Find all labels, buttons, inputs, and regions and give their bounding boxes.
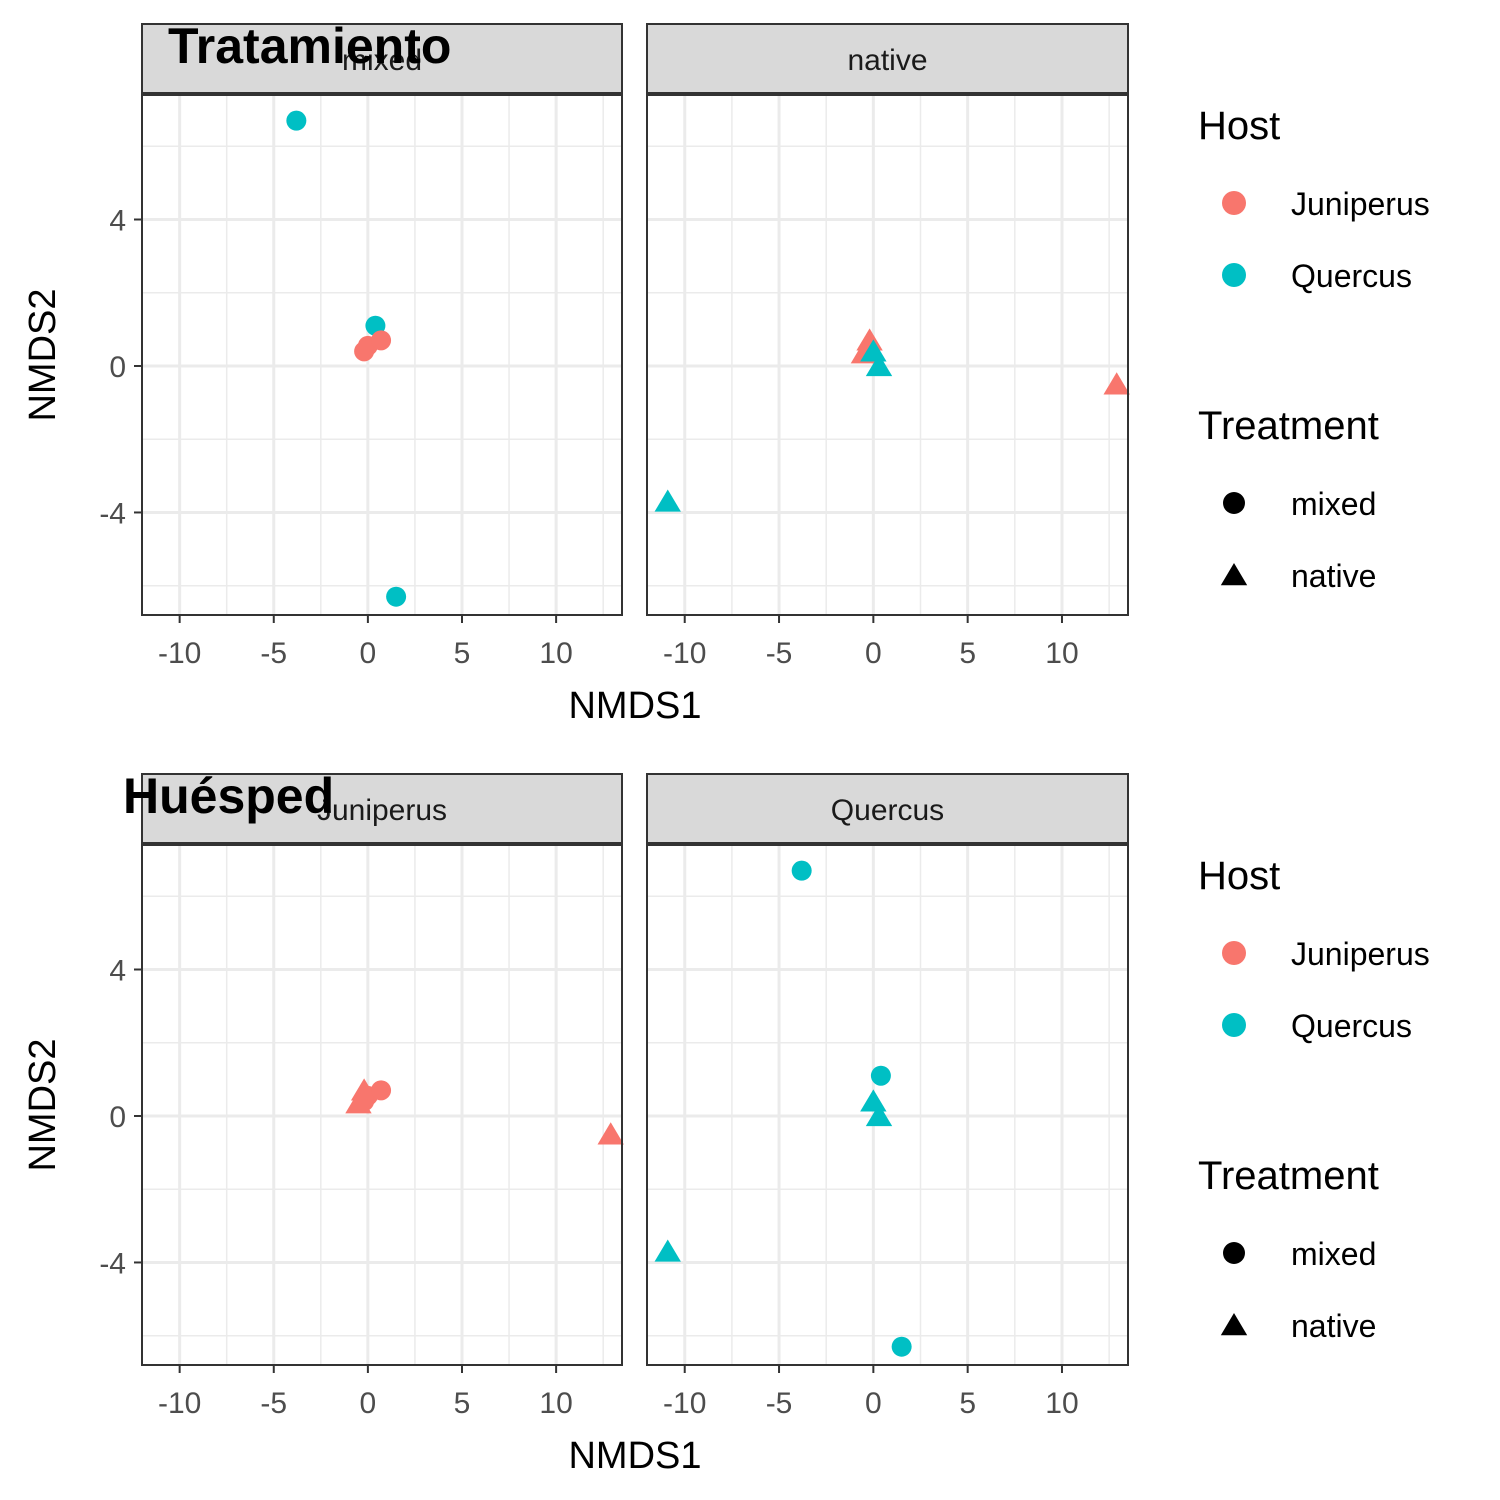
panel-border <box>141 94 623 616</box>
legend-title: Host <box>1198 104 1280 148</box>
panel-background <box>142 845 622 1365</box>
facet-strip-label: Quercus <box>831 794 944 827</box>
legend-key-circle <box>1222 191 1246 215</box>
legend-label: Quercus <box>1291 258 1412 294</box>
data-point-triangle <box>1103 372 1130 395</box>
facet-strip-label: native <box>847 44 927 77</box>
legend-label: Juniperus <box>1291 936 1430 972</box>
facet-panel: native -10 -5 0 5 10 <box>646 23 1130 670</box>
facet-panel: mixed -10 -5 0 5 10 -4 0 4 <box>99 23 623 670</box>
plot-1: Juniperus -10 -5 0 5 10 -4 0 4 Quercus -10 -5 0 5 10 NM… <box>22 768 1430 1477</box>
panel-background <box>647 95 1128 615</box>
legend-label: mixed <box>1291 486 1376 522</box>
x-tick-label: 5 <box>959 1387 976 1420</box>
x-tick-label: -10 <box>158 1387 201 1420</box>
legend-key-circle <box>1223 492 1245 514</box>
legend-label: mixed <box>1291 1236 1376 1272</box>
facet-strip <box>141 23 623 94</box>
legend-label: Quercus <box>1291 1008 1412 1044</box>
facet-panel: Quercus -10 -5 0 5 10 <box>646 773 1129 1420</box>
legend-label: native <box>1291 558 1376 594</box>
x-tick-label: -5 <box>260 1387 287 1420</box>
data-point-triangle <box>654 489 681 512</box>
legend: Host Juniperus Quercus Treatment mixed native <box>1198 104 1430 594</box>
x-tick-label: 5 <box>454 637 471 670</box>
x-tick-label: 0 <box>360 1387 377 1420</box>
x-tick-label: -5 <box>260 637 287 670</box>
legend: Host Juniperus Quercus Treatment mixed native <box>1198 854 1430 1344</box>
data-point-circle <box>870 1065 891 1086</box>
legend-key-circle <box>1222 263 1246 287</box>
x-tick-label: 0 <box>865 1387 882 1420</box>
panel-background <box>142 95 622 615</box>
plot-tag: Tratamiento <box>168 18 451 74</box>
y-tick-label: 0 <box>109 351 126 384</box>
legend-title: Treatment <box>1198 404 1379 448</box>
x-tick-label: 10 <box>1045 1387 1078 1420</box>
x-tick-label: 0 <box>865 637 882 670</box>
panel-border <box>141 844 623 1366</box>
legend-title: Host <box>1198 854 1280 898</box>
legend-key-circle <box>1222 1013 1246 1037</box>
data-point-triangle <box>865 353 893 377</box>
legend-label: native <box>1291 1308 1376 1344</box>
x-tick-label: -10 <box>663 1387 706 1420</box>
panel-border <box>646 94 1129 616</box>
facet-panel: Juniperus -10 -5 0 5 10 -4 0 4 <box>99 773 624 1420</box>
facet-strip <box>646 23 1129 94</box>
y-tick-label: 4 <box>109 205 126 238</box>
x-axis-title: NMDS1 <box>568 685 701 727</box>
plot-tag: Huésped <box>123 768 334 824</box>
facet-strip-label: mixed <box>342 44 422 77</box>
x-tick-label: -10 <box>663 637 706 670</box>
facet-strip <box>646 773 1129 844</box>
x-tick-label: 10 <box>1045 637 1078 670</box>
facet-strip-label: Juniperus <box>317 794 447 827</box>
x-tick-label: 0 <box>360 637 377 670</box>
x-tick-label: 10 <box>539 1387 572 1420</box>
panel-background <box>647 845 1128 1365</box>
data-point-triangle <box>654 1239 681 1262</box>
x-tick-label: 5 <box>959 637 976 670</box>
x-tick-label: -10 <box>158 637 201 670</box>
x-tick-label: 10 <box>539 637 572 670</box>
y-axis-title: NMDS2 <box>22 1038 64 1171</box>
legend-key-triangle <box>1220 1313 1248 1336</box>
x-axis-title: NMDS1 <box>568 1435 701 1477</box>
legend-label: Juniperus <box>1291 186 1430 222</box>
legend-key-triangle <box>1220 563 1248 586</box>
plot-0: mixed -10 -5 0 5 10 -4 0 4 native -10 -5 0 5 10 NMDS1 NM… <box>22 18 1430 727</box>
legend-title: Treatment <box>1198 1154 1379 1198</box>
y-tick-label: 0 <box>109 1101 126 1134</box>
x-tick-label: -5 <box>766 637 793 670</box>
facet-strip <box>141 773 623 844</box>
x-tick-label: 5 <box>454 1387 471 1420</box>
x-tick-label: -5 <box>766 1387 793 1420</box>
data-point-circle <box>386 586 407 607</box>
data-point-triangle <box>597 1122 624 1145</box>
legend-key-circle <box>1223 1242 1245 1264</box>
y-tick-label: -4 <box>99 497 126 530</box>
data-point-circle <box>791 860 812 881</box>
y-tick-label: 4 <box>109 955 126 988</box>
panel-border <box>646 844 1129 1366</box>
legend-key-circle <box>1222 941 1246 965</box>
data-point-circle <box>286 110 307 131</box>
data-point-circle <box>371 1080 392 1101</box>
data-point-circle <box>371 330 392 351</box>
y-tick-label: -4 <box>99 1247 126 1280</box>
y-axis-title: NMDS2 <box>22 288 64 421</box>
data-point-circle <box>891 1336 912 1357</box>
data-point-triangle <box>865 1103 893 1127</box>
